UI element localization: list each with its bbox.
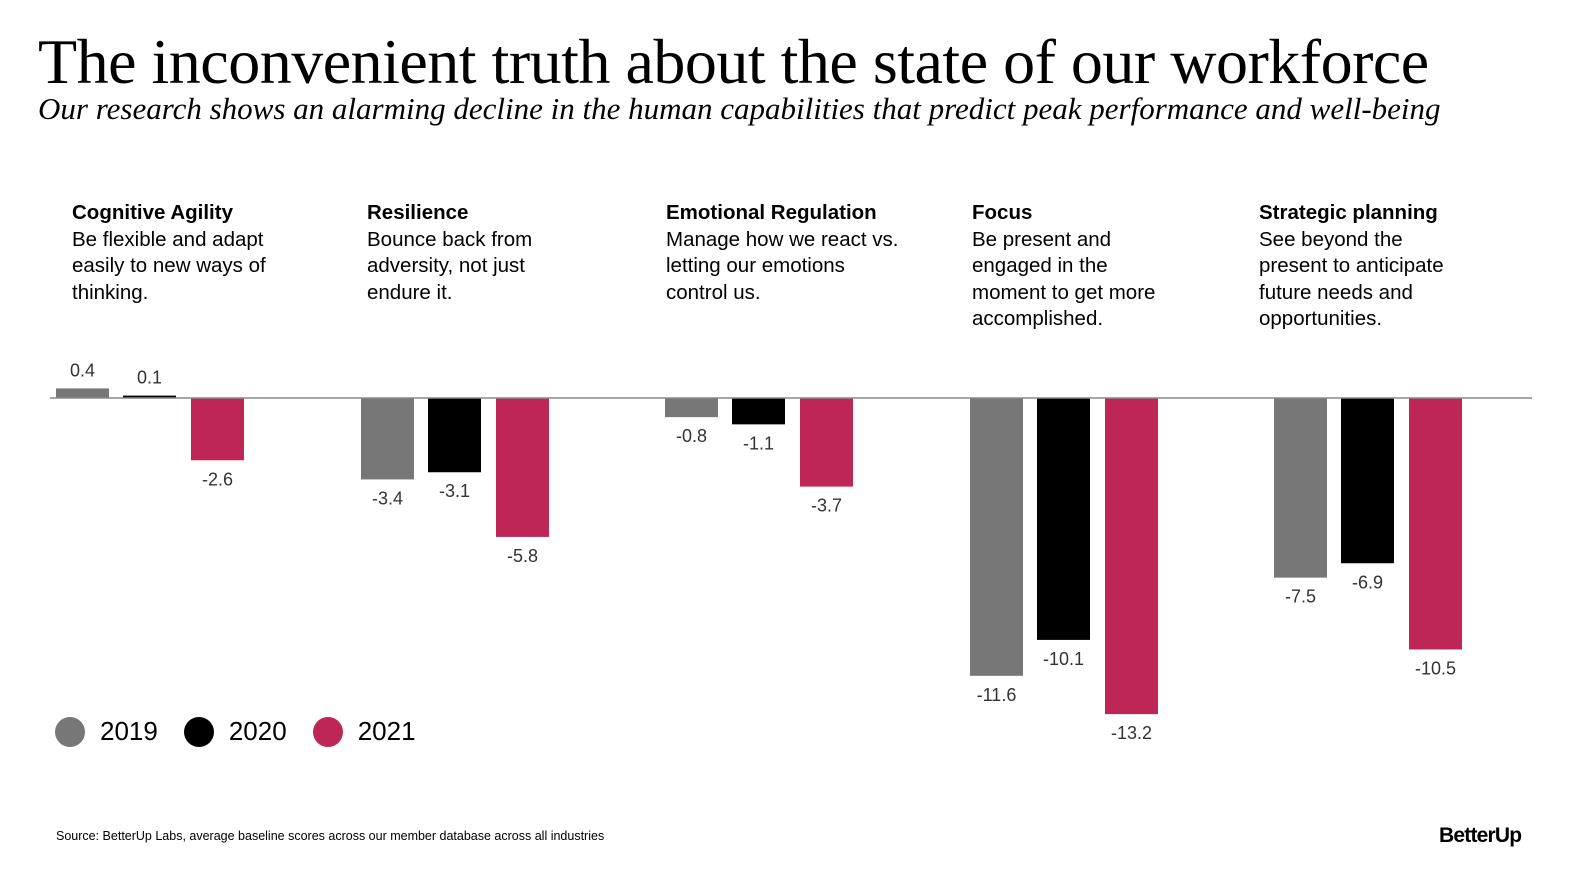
data-label: -5.8 <box>507 546 538 566</box>
bar-2021-4 <box>1409 398 1462 650</box>
category-title: Cognitive Agility <box>72 201 233 224</box>
bar-2020-2 <box>732 398 785 425</box>
betterup-logo: BetterUp <box>1439 824 1522 847</box>
data-label: -3.4 <box>372 488 403 508</box>
data-label: -2.6 <box>202 469 233 489</box>
legend-swatch-2019 <box>55 716 85 747</box>
bar-2020-3 <box>1037 398 1090 640</box>
bar-2019-1 <box>361 398 414 480</box>
category-description: See beyond the present to anticipate fut… <box>1259 227 1444 331</box>
bar-2021-2 <box>800 398 853 487</box>
bar-2021-3 <box>1105 398 1158 715</box>
bar-2019-2 <box>665 398 718 418</box>
legend-swatch-2021 <box>312 716 343 747</box>
legend-item-2020: 2020 <box>183 716 287 747</box>
bar-2020-0 <box>123 395 176 398</box>
category-cognitive-agility: Cognitive Agility Be flexible and adapt e… <box>72 200 292 306</box>
data-label: -10.5 <box>1415 658 1456 678</box>
legend-item-2019: 2019 <box>55 716 158 747</box>
legend-label: 2021 <box>357 716 416 746</box>
legend: 2019 2020 2021 <box>55 716 442 747</box>
data-label: -3.7 <box>811 496 842 516</box>
bar-2019-4 <box>1274 398 1327 578</box>
data-label: -6.9 <box>1352 572 1383 592</box>
category-resilience: Resilience Bounce back from adversity, no… <box>367 200 567 306</box>
category-title: Resilience <box>367 201 469 224</box>
bar-2019-3 <box>970 398 1023 676</box>
category-description: Bounce back from adversity, not just end… <box>367 227 533 304</box>
data-label: -11.6 <box>977 685 1017 705</box>
data-label: 0.4 <box>70 360 95 380</box>
category-strategic-planning: Strategic planning See beyond the present… <box>1259 200 1474 333</box>
bar-2021-1 <box>496 398 549 537</box>
bar-2021-0 <box>191 398 244 461</box>
legend-label: 2020 <box>228 716 287 746</box>
page-subtitle: Our research shows an alarming decline i… <box>38 91 1441 126</box>
category-title: Emotional Regulation <box>666 201 877 224</box>
category-description: Manage how we react vs. letting our emot… <box>666 227 899 304</box>
data-label: -0.8 <box>676 426 707 446</box>
category-description: Be flexible and adapt easily to new ways… <box>72 227 266 304</box>
data-label: -10.1 <box>1043 649 1084 669</box>
data-label: -1.1 <box>743 433 774 453</box>
category-focus: Focus Be present and engaged in the momen… <box>972 200 1182 333</box>
data-label: -3.1 <box>439 481 470 501</box>
category-title: Focus <box>972 201 1033 224</box>
category-title: Strategic planning <box>1259 201 1438 224</box>
data-label: -7.5 <box>1285 587 1316 607</box>
category-emotional-regulation: Emotional Regulation Manage how we react … <box>666 200 906 306</box>
legend-label: 2019 <box>100 716 158 746</box>
bar-2020-1 <box>428 398 481 473</box>
page-title: The inconvenient truth about the state o… <box>38 26 1429 97</box>
bar-2019-0 <box>56 388 109 398</box>
legend-swatch-2020 <box>183 716 214 747</box>
category-description: Be present and engaged in the moment to … <box>972 227 1156 331</box>
legend-item-2021: 2021 <box>312 716 416 747</box>
data-label: -13.2 <box>1111 723 1152 743</box>
data-label: 0.1 <box>137 368 162 388</box>
source-note: Source: BetterUp Labs, average baseline … <box>56 829 605 843</box>
bar-2020-4 <box>1341 398 1394 564</box>
